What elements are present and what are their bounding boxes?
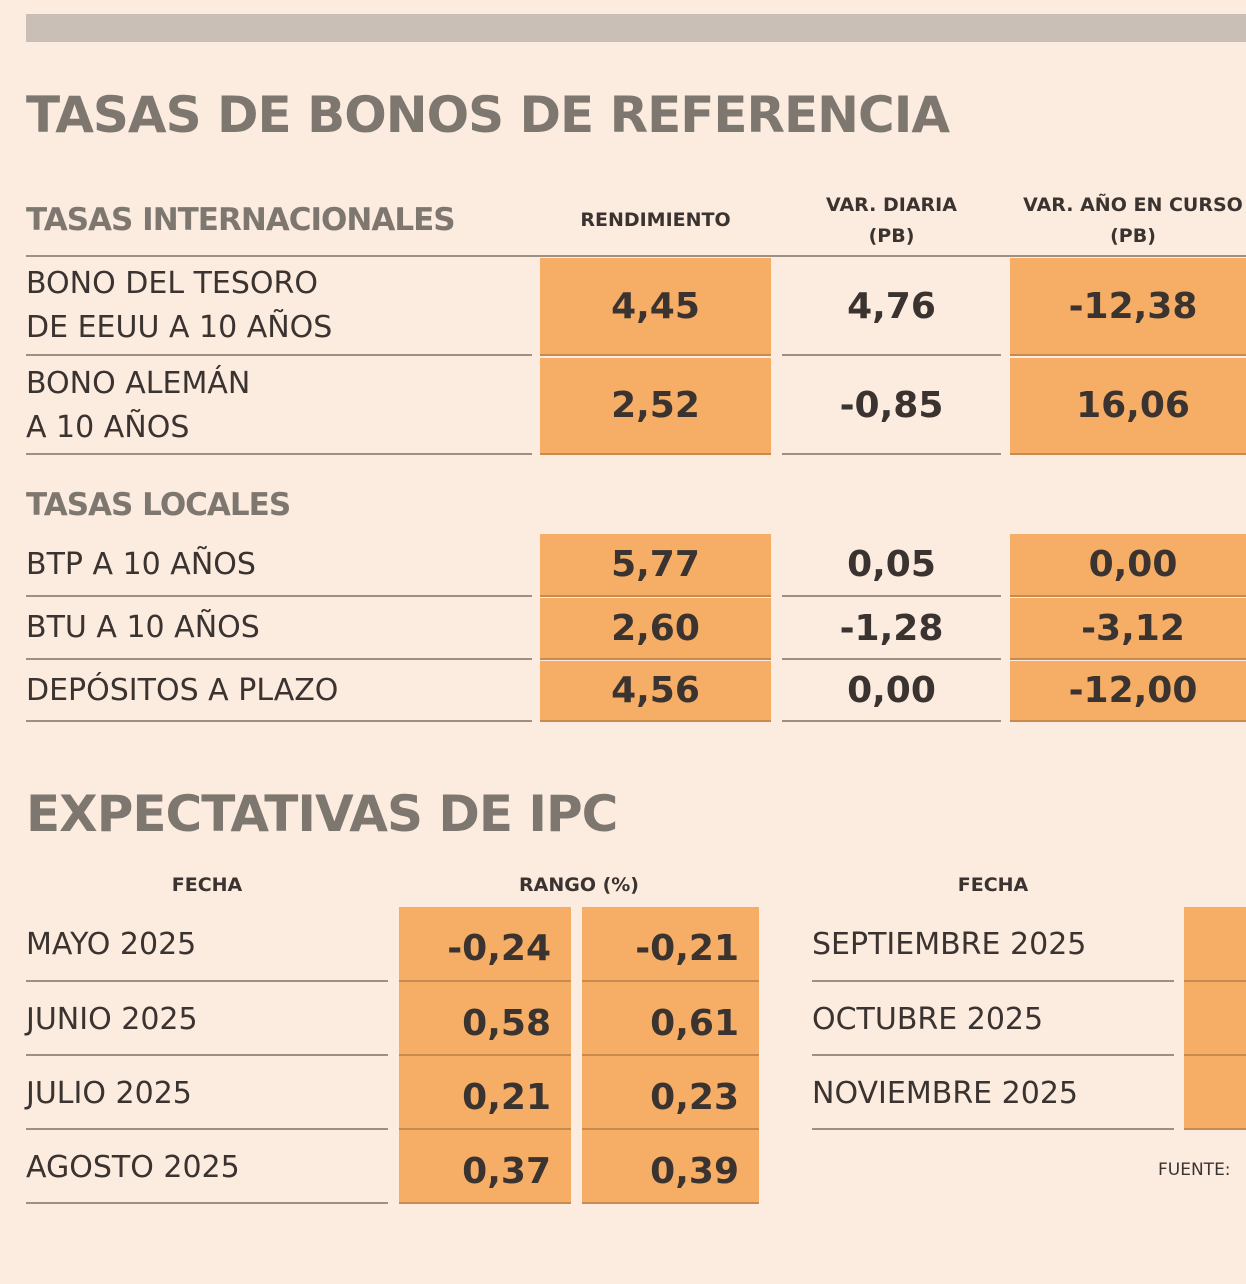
var-anio-value: -12,38 xyxy=(1010,258,1246,356)
rendimiento-value: 4,45 xyxy=(540,258,771,356)
ipc-fecha-header-right: FECHA xyxy=(957,874,1029,896)
ipc-min-value: -0,24 xyxy=(399,907,571,982)
rendimiento-value: 4,56 xyxy=(540,661,771,722)
international-section-label: TASAS INTERNACIONALES xyxy=(26,202,456,238)
ipc-fecha-header: FECHA xyxy=(171,874,243,896)
var-diaria-value: 0,05 xyxy=(782,534,1001,597)
page-title: TASAS DE BONOS DE REFERENCIA xyxy=(26,86,950,144)
var-diaria-value: 0,00 xyxy=(782,661,1001,722)
header-divider xyxy=(26,255,1246,257)
ipc-fecha: SEPTIEMBRE 2025 xyxy=(812,907,1174,982)
col-header-var-anio: VAR. AÑO EN CURSO (PB) xyxy=(1023,194,1243,247)
ipc-fecha: AGOSTO 2025 xyxy=(26,1130,388,1204)
top-bar xyxy=(26,14,1246,42)
source-note: FUENTE: xyxy=(1158,1160,1231,1180)
ipc-min-value: 0,21 xyxy=(399,1056,571,1130)
ipc-min-value: 0,37 xyxy=(399,1130,571,1204)
var-anio-value: 0,00 xyxy=(1010,534,1246,597)
ipc-min-value: 0,58 xyxy=(399,982,571,1056)
var-anio-value: 16,06 xyxy=(1010,358,1246,455)
ipc-max-value: 0,23 xyxy=(582,1056,759,1130)
col-header-var-diaria: VAR. DIARIA (PB) xyxy=(826,194,957,247)
ipc-max-value: 0,61 xyxy=(582,982,759,1056)
ipc-range-cell xyxy=(1184,982,1246,1056)
ipc-fecha: OCTUBRE 2025 xyxy=(812,982,1174,1056)
bond-name: DEPÓSITOS A PLAZO xyxy=(26,661,532,722)
ipc-max-value: 0,39 xyxy=(582,1130,759,1204)
rendimiento-value: 2,60 xyxy=(540,598,771,660)
ipc-fecha: JULIO 2025 xyxy=(26,1056,388,1130)
bond-name: BTP A 10 AÑOS xyxy=(26,534,532,597)
ipc-title: EXPECTATIVAS DE IPC xyxy=(26,785,618,843)
ipc-max-value: -0,21 xyxy=(582,907,759,982)
col-header-rendimiento: RENDIMIENTO xyxy=(580,209,731,231)
rendimiento-value: 5,77 xyxy=(540,534,771,597)
var-diaria-value: -1,28 xyxy=(782,598,1001,660)
var-anio-value: -3,12 xyxy=(1010,598,1246,660)
ipc-fecha: NOVIEMBRE 2025 xyxy=(812,1056,1174,1130)
ipc-range-cell xyxy=(1184,1056,1246,1130)
bond-name: BTU A 10 AÑOS xyxy=(26,598,532,660)
var-diaria-value: 4,76 xyxy=(782,258,1001,356)
rendimiento-value: 2,52 xyxy=(540,358,771,455)
var-diaria-value: -0,85 xyxy=(782,358,1001,455)
ipc-range-cell xyxy=(1184,907,1246,982)
bond-name: BONO DEL TESORO DE EEUU A 10 AÑOS xyxy=(26,258,532,356)
var-anio-value: -12,00 xyxy=(1010,661,1246,722)
ipc-rango-header: RANGO (%) xyxy=(518,874,639,896)
local-section-label: TASAS LOCALES xyxy=(26,487,291,523)
ipc-fecha: MAYO 2025 xyxy=(26,907,388,982)
bond-name: BONO ALEMÁN A 10 AÑOS xyxy=(26,358,532,455)
ipc-fecha: JUNIO 2025 xyxy=(26,982,388,1056)
